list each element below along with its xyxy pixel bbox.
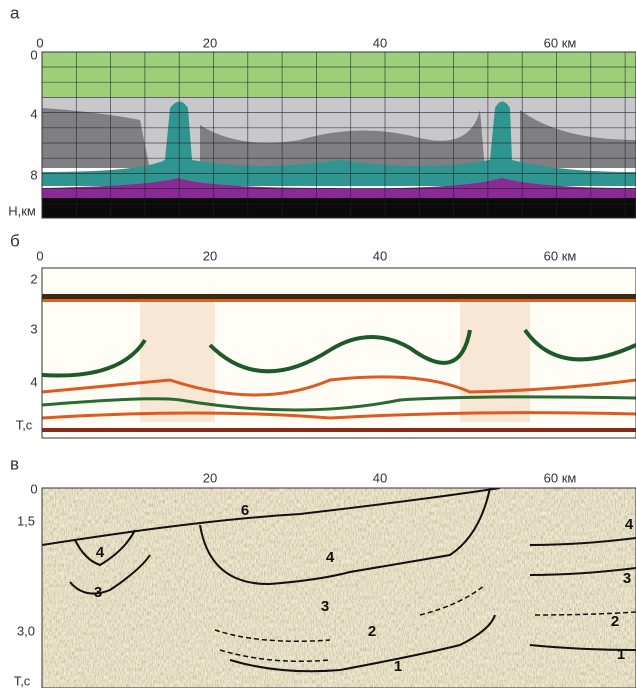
y-tick-label: T,c	[16, 417, 33, 432]
y-tick-label: 8	[30, 167, 37, 182]
x-tick-label: 60 км	[544, 35, 577, 50]
frame	[41, 267, 636, 439]
layer-label: 4	[625, 516, 634, 533]
reflector	[42, 375, 636, 397]
layer-top	[42, 52, 636, 97]
noise	[42, 488, 636, 688]
noise-zone	[460, 302, 530, 422]
layer-label: 2	[368, 623, 376, 640]
reflector	[42, 299, 636, 302]
x-tick-label: 20	[203, 470, 217, 485]
layer-label: 4	[326, 549, 335, 566]
layer-label: 4	[96, 544, 105, 561]
panel-label: а	[10, 3, 20, 22]
layer-gray	[42, 108, 636, 170]
layer-basement	[42, 198, 636, 218]
x-tick-label: 40	[373, 35, 387, 50]
layer-label: 3	[623, 570, 631, 587]
y-tick-label: 1,5	[17, 513, 35, 528]
layer-label: 3	[321, 598, 329, 615]
x-tick-label: 40	[373, 470, 387, 485]
panel-label: в	[10, 454, 19, 473]
reflector	[42, 428, 636, 432]
x-tick-label: 40	[373, 248, 387, 263]
reflector	[42, 294, 636, 299]
model-panel	[42, 52, 636, 218]
x-tick-label: 0	[36, 35, 43, 50]
reflector	[42, 395, 636, 412]
layer-label: 1	[394, 658, 402, 675]
seismic-panel	[42, 488, 636, 688]
y-tick-label: 0	[30, 481, 37, 496]
frame	[41, 51, 636, 219]
x-tick-label: 60 км	[544, 248, 577, 263]
y-tick-label: T,c	[14, 673, 31, 688]
y-tick-label: 3	[30, 321, 37, 336]
layer-label: 6	[241, 502, 249, 519]
frame	[41, 487, 636, 688]
y-tick-label: Н,км	[8, 203, 36, 218]
x-tick-label: 0	[36, 248, 43, 263]
grid	[42, 52, 636, 218]
layer-purple	[42, 178, 636, 200]
layer-label: 1	[617, 646, 625, 663]
horizons	[42, 488, 636, 673]
panel-label: б	[10, 231, 20, 250]
y-tick-label: 4	[30, 374, 37, 389]
reflector	[42, 411, 636, 420]
y-tick-label: 4	[30, 106, 37, 121]
x-tick-label: 60 км	[544, 470, 577, 485]
y-tick-label: 2	[30, 271, 37, 286]
y-tick-label: 0	[30, 47, 37, 62]
reflector	[42, 328, 636, 378]
layer-label: 2	[611, 613, 619, 630]
y-tick-label: 3,0	[17, 623, 35, 638]
dashed-horizons	[214, 584, 636, 662]
layer-label: 3	[94, 584, 102, 601]
layer-teal	[42, 101, 636, 186]
x-tick-label: 20	[203, 248, 217, 263]
synthetic-panel	[42, 268, 636, 438]
x-tick-label: 20	[203, 35, 217, 50]
